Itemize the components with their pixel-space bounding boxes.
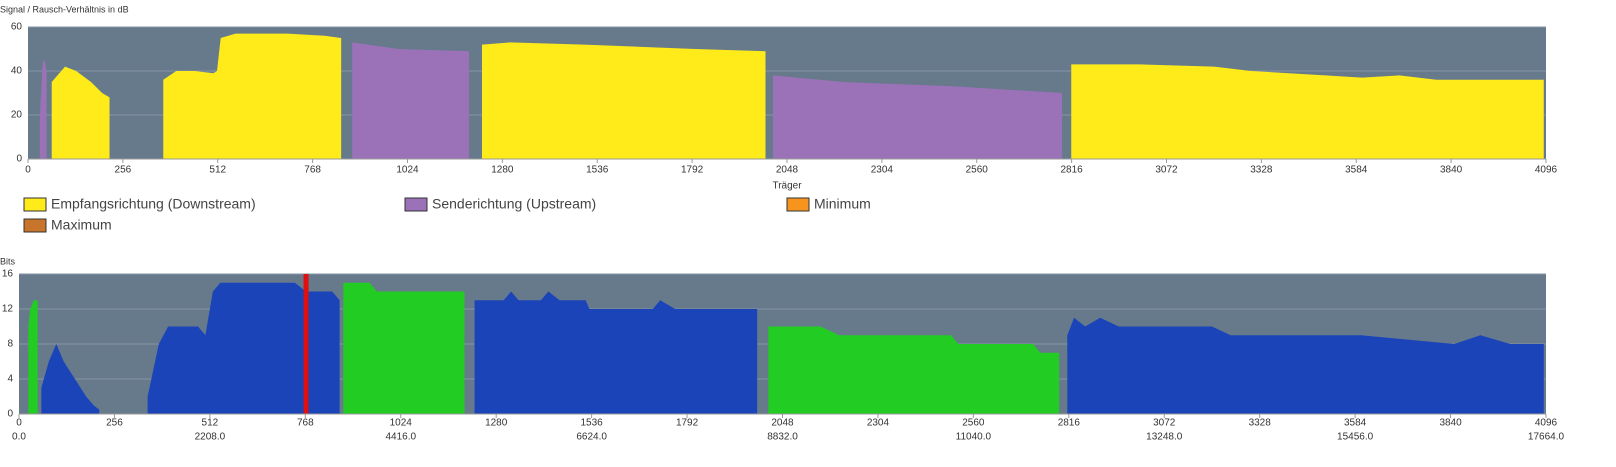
area-series [41, 282, 1544, 414]
x-tick-label: 4096 [1535, 418, 1558, 429]
x-tick-label: 2304 [867, 418, 890, 429]
y-tick-label: 0 [7, 409, 13, 420]
frequency-tick-label: 8832.0 [767, 432, 798, 443]
legend-swatch [404, 197, 428, 212]
marker [303, 274, 309, 414]
frequency-tick-label: 4416.0 [385, 432, 416, 443]
y-tick-label: 12 [2, 304, 14, 315]
x-tick-label: 3840 [1439, 418, 1462, 429]
legend-label: Maximum [51, 217, 112, 233]
x-axis-title: Träger [772, 181, 802, 192]
x-tick-label: 1024 [396, 165, 419, 176]
frequency-tick-label: 6624.0 [576, 432, 607, 443]
frequency-tick-label: 2208.0 [195, 432, 226, 443]
y-tick-label: 40 [11, 66, 23, 77]
x-tick-label: 2816 [1058, 418, 1081, 429]
x-tick-label: 2048 [771, 418, 794, 429]
x-tick-label: 2816 [1061, 165, 1084, 176]
x-tick-label: 1280 [491, 165, 514, 176]
x-tick-label: 1280 [485, 418, 508, 429]
x-tick-label: 512 [202, 418, 219, 429]
legend-swatch [786, 197, 810, 212]
y-tick-label: 60 [11, 22, 23, 33]
frequency-tick-label: 15456.0 [1337, 432, 1374, 443]
x-tick-label: 3584 [1345, 165, 1368, 176]
y-tick-label: 20 [11, 110, 23, 121]
legend-label: Senderichtung (Upstream) [432, 196, 596, 212]
x-tick-label: 3584 [1344, 418, 1367, 429]
x-tick-label: 1536 [586, 165, 609, 176]
x-tick-label: 2304 [871, 165, 894, 176]
x-tick-label: 2560 [962, 418, 985, 429]
x-tick-label: 2048 [776, 165, 799, 176]
area-series [51, 33, 1544, 159]
x-tick-label: 1024 [390, 418, 413, 429]
x-tick-label: 512 [209, 165, 226, 176]
x-tick-label: 0 [25, 165, 31, 176]
x-tick-label: 4096 [1535, 165, 1558, 176]
area-series [28, 282, 1060, 414]
frequency-tick-label: 17664.0 [1528, 432, 1565, 443]
y-axis-title: Signal / Rausch-Verhältnis in dB [0, 4, 129, 14]
x-tick-label: 1536 [581, 418, 604, 429]
x-tick-label: 0 [16, 418, 22, 429]
x-tick-label: 3328 [1250, 165, 1273, 176]
frequency-tick-label: 13248.0 [1146, 432, 1183, 443]
x-tick-label: 768 [297, 418, 314, 429]
x-tick-label: 3072 [1153, 418, 1176, 429]
x-tick-label: 3328 [1249, 418, 1272, 429]
x-tick-label: 256 [115, 165, 132, 176]
legend-swatch [23, 197, 47, 212]
y-tick-label: 4 [7, 374, 13, 385]
x-tick-label: 3840 [1440, 165, 1463, 176]
frequency-tick-label: 11040.0 [956, 432, 992, 443]
y-tick-label: 8 [7, 339, 13, 350]
x-tick-label: 1792 [676, 418, 699, 429]
x-tick-label: 2560 [966, 165, 989, 176]
x-tick-label: 1792 [681, 165, 704, 176]
y-axis-title: Bits [0, 256, 16, 266]
area-series [39, 42, 1062, 159]
y-tick-label: 16 [2, 269, 14, 280]
y-tick-label: 0 [16, 154, 22, 165]
x-tick-label: 256 [106, 418, 123, 429]
legend-label: Minimum [814, 196, 871, 212]
x-tick-label: 768 [304, 165, 321, 176]
frequency-tick-label: 0.0 [12, 432, 26, 443]
x-tick-label: 3072 [1155, 165, 1178, 176]
legend-swatch [23, 218, 47, 233]
legend-label: Empfangsrichtung (Downstream) [51, 196, 256, 212]
